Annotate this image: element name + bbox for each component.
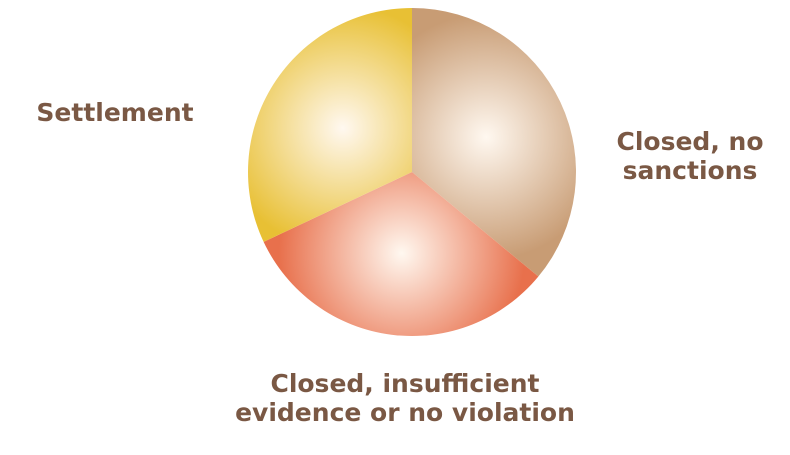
pie-slice <box>263 172 539 337</box>
pie-slice <box>412 8 576 277</box>
slice-label: Closed, insufficient evidence or no viol… <box>235 369 575 427</box>
slice-label: Settlement <box>36 98 194 127</box>
slice-label: Closed, no sanctions <box>616 127 764 185</box>
pie-slice <box>248 8 413 242</box>
